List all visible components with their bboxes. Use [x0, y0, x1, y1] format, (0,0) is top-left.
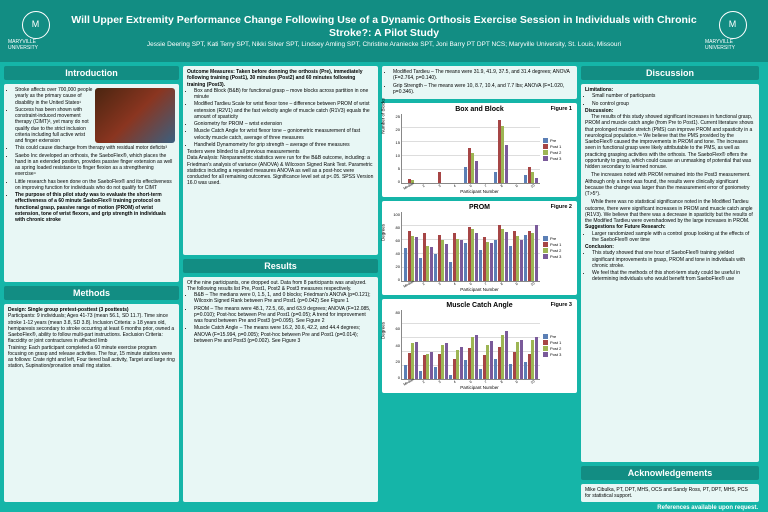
methods-head: Methods [4, 286, 179, 300]
intro-head: Introduction [4, 66, 179, 80]
results-head: Results [183, 259, 378, 273]
logo-right: M MARYVILLE UNIVERSITY [705, 6, 760, 56]
logo-left: M MARYVILLE UNIVERSITY [8, 6, 63, 56]
poster-title: Will Upper Extremity Performance Change … [69, 14, 699, 39]
results-cont: Modified Tardieu – The means were 31.9, … [382, 66, 577, 99]
methods-body: Design: Single group pretest-posttest (3… [4, 304, 179, 502]
discussion-head: Discussion [581, 66, 759, 80]
title-block: Will Upper Extremity Performance Change … [63, 14, 705, 48]
ack-body: Mike Cibulka, PT, DPT, MHS, OCS and Sand… [581, 484, 759, 503]
discussion-body: Limitations: Small number of participant… [581, 84, 759, 462]
ack-head: Acknowledgements [581, 466, 759, 480]
footer: References available upon request. [657, 505, 758, 511]
outcomes-body: Outcome Measures: Taken before donning t… [183, 66, 378, 255]
chart-box-block: Box and BlockFigure 1Number of Blocks252… [382, 103, 577, 197]
header: M MARYVILLE UNIVERSITY Will Upper Extrem… [0, 0, 768, 62]
intro-body: Stroke affects over 700,000 people yearl… [4, 84, 179, 282]
saeboflex-image [95, 88, 175, 143]
chart-mca: Muscle Catch AngleFigure 3Degrees8060402… [382, 299, 577, 393]
authors: Jessie Deering SPT, Kati Terry SPT, Nikk… [69, 41, 699, 48]
chart-prom: PROMFigure 2Degrees100806040200PrePost 1… [382, 201, 577, 295]
results-body: Of the nine participants, one dropped ou… [183, 277, 378, 502]
